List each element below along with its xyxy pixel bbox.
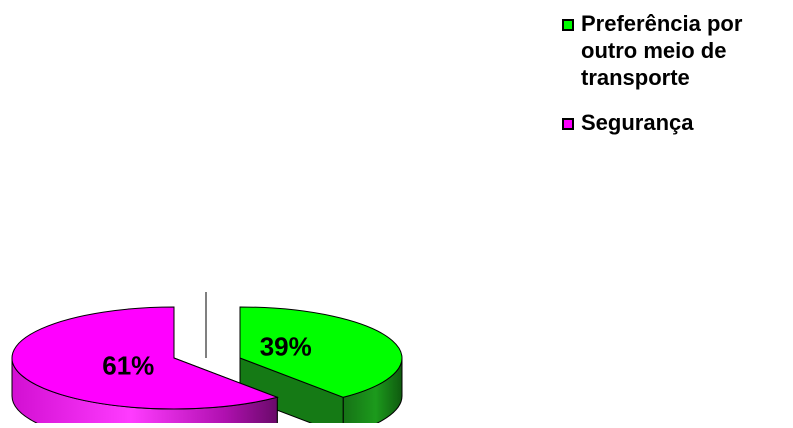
legend-label: Segurança bbox=[581, 110, 694, 135]
legend: Preferência por outro meio de transporte… bbox=[562, 10, 787, 154]
slice-seguranca: 61% bbox=[11, 306, 279, 428]
slice-preferencia-label: 39% bbox=[260, 331, 312, 361]
slice-seguranca-top bbox=[11, 306, 279, 410]
legend-item-preferencia: Preferência por outro meio de transporte bbox=[562, 10, 787, 91]
legend-label: Preferência por outro meio de transporte bbox=[581, 11, 743, 90]
slice-preferencia-top bbox=[239, 306, 403, 398]
legend-item-seguranca: Segurança bbox=[562, 109, 787, 136]
legend-swatch-magenta bbox=[562, 118, 574, 130]
slice-seguranca-label: 61% bbox=[102, 350, 154, 380]
slice-preferencia: 39% bbox=[239, 306, 403, 428]
legend-swatch-green bbox=[562, 19, 574, 31]
